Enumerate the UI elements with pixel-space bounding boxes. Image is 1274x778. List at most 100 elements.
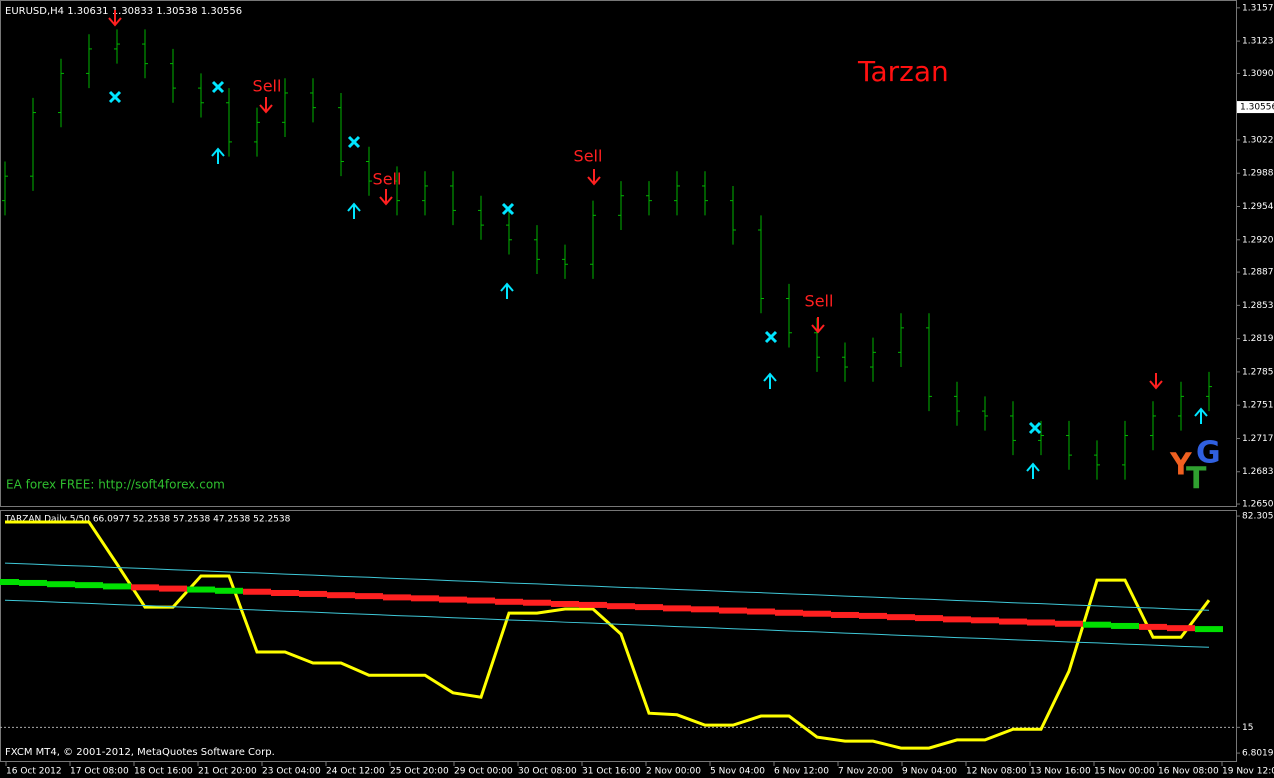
time-label: 9 Nov 04:00 [902,767,957,777]
time-label: 12 Nov 08:00 [966,767,1027,777]
sell-arrow [811,317,825,334]
y-tick-label: 1.30220 [1242,135,1274,145]
signal-dot [999,618,1027,625]
signal-dot [523,599,551,606]
signal-dot [467,597,495,604]
sell-label: Sell [253,77,282,96]
y-tick-label: 1.28530 [1242,301,1274,311]
signal-dot [327,592,355,599]
y-tick-label: 1.27850 [1242,367,1274,377]
y-tick-label: 1.29540 [1242,202,1274,212]
y-tick-label: 1.29200 [1242,235,1274,245]
y-tick-label: 15 [1242,723,1253,733]
time-label: 18 Oct 16:00 [134,767,193,777]
time-label: 24 Oct 12:00 [326,767,385,777]
sell-arrow [108,10,122,27]
price-header: EURUSD,H4 1.30631 1.30833 1.30538 1.3055… [5,6,242,17]
time-label: 16 Oct 2012 [6,767,62,777]
sell-arrow [259,97,273,114]
signal-dot [1139,623,1167,630]
signal-dot [579,601,607,608]
signal-dot [299,590,327,597]
signal-dot [411,595,439,602]
signal-dot [0,579,19,586]
y-tick-label: 1.27510 [1242,401,1274,411]
promo-text: EA forex FREE: http://soft4forex.com [6,478,225,492]
signal-dot [971,617,999,624]
time-label: 29 Oct 00:00 [454,767,513,777]
signal-dot [747,608,775,615]
time-label: 23 Oct 04:00 [262,767,321,777]
indicator-header: TARZAN Daily 5/50 66.0977 52.2538 57.253… [4,515,291,525]
exit-mark [108,90,122,104]
indicator-line [4,599,1210,648]
exit-mark [1028,421,1042,435]
signal-dot [439,596,467,603]
y-tick-label: 1.31230 [1242,37,1274,47]
signal-dot [551,600,579,607]
sell-arrow [1149,373,1163,390]
y-tick-label: 1.28870 [1242,268,1274,278]
signal-dot [271,589,299,596]
signal-dot [1111,622,1139,629]
indicator-line [4,562,1210,611]
footer: FXCM MT4, © 2001-2012, MetaQuotes Softwa… [5,747,275,758]
signal-dot [159,585,187,592]
time-label: 13 Nov 16:00 [1030,767,1091,777]
time-label: 5 Nov 04:00 [710,767,765,777]
logo-letter: Y [1169,448,1193,483]
signal-dot [1055,620,1083,627]
buy-arrow [347,202,361,219]
y-tick-label: 82.3058 [1242,512,1274,522]
signal-dot [495,598,523,605]
signal-dot [243,588,271,595]
time-label: 31 Oct 16:00 [582,767,641,777]
signal-dot [19,579,47,586]
time-label: 17 Oct 08:00 [70,767,129,777]
y-tick-label: 1.31570 [1242,3,1274,13]
exit-mark [347,135,361,149]
signal-dot [1027,619,1055,626]
sell-arrow [379,189,393,206]
signal-dot [635,604,663,611]
signal-dot [1083,621,1111,628]
y-tick-label: 1.30900 [1242,69,1274,79]
buy-arrow [500,282,514,299]
signal-dot [719,607,747,614]
time-label: 19 Nov 12:00 [1222,767,1274,777]
signal-dot [187,586,215,593]
signal-dot [383,594,411,601]
signal-dot [887,614,915,621]
time-label: 6 Nov 12:00 [774,767,829,777]
buy-arrow [211,147,225,164]
signal-dot [1167,625,1195,632]
indicator-panel-frame [0,510,1237,762]
buy-arrow [1026,462,1040,479]
signal-dot [47,581,75,588]
logo-letter: T [1186,462,1207,497]
sell-label: Sell [805,292,834,311]
exit-mark [501,202,515,216]
exit-mark [211,80,225,94]
indicator-line [5,520,1211,750]
signal-dot [943,616,971,623]
logo-letter: G [1196,436,1221,471]
time-label: 16 Nov 08:00 [1158,767,1219,777]
sell-label: Sell [373,170,402,189]
sell-arrow [587,169,601,186]
watermark: Tarzan [857,55,949,88]
signal-dot [775,609,803,616]
y-tick-label: 1.26500 [1242,500,1274,510]
signal-dot [859,612,887,619]
signal-dot [131,584,159,591]
y-tick-label: 1.27170 [1242,434,1274,444]
signal-dot [803,610,831,617]
signal-dot [663,605,691,612]
signal-dot [215,587,243,594]
signal-dot [691,606,719,613]
current-price-box [1237,101,1274,114]
y-tick-label: 6.8019 [1242,749,1274,759]
y-tick-label: 1.28190 [1242,334,1274,344]
